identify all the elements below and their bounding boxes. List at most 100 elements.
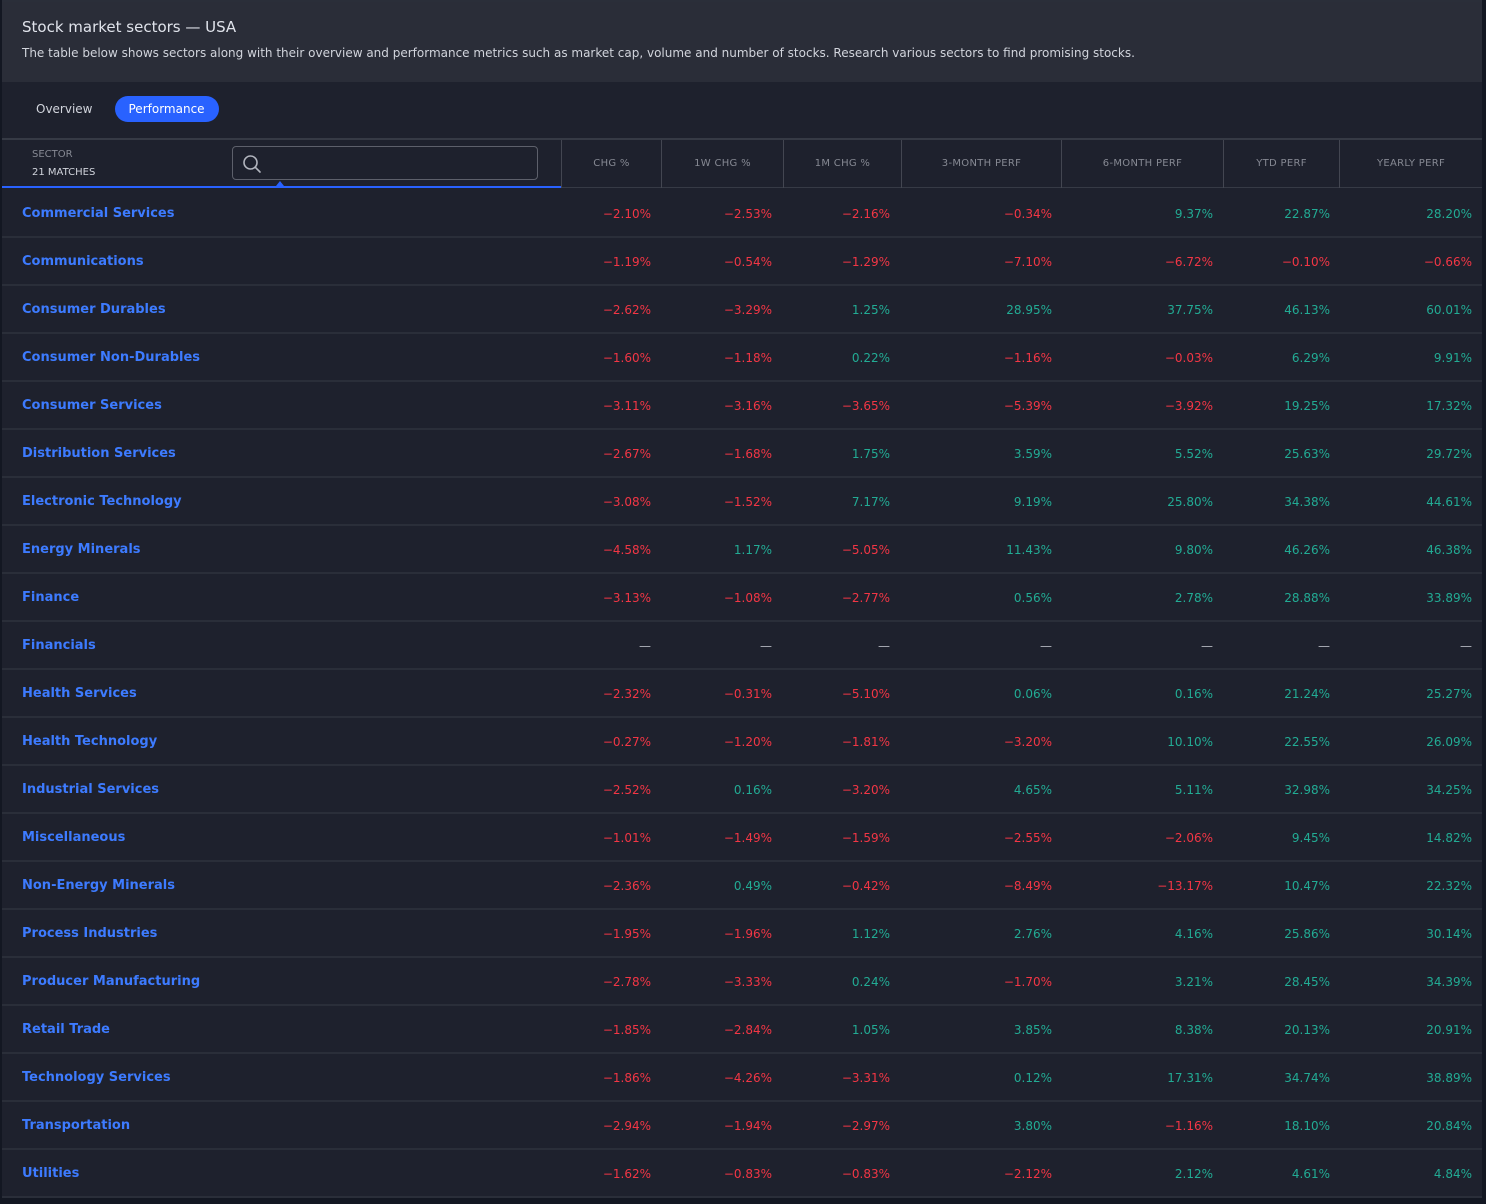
cell-1m-chg: −2.77%	[841, 591, 890, 605]
table-row[interactable]: Energy Minerals −4.58% 1.17% −5.05% 11.43% 9.…	[2, 526, 1482, 574]
table-row[interactable]: Non-Energy Minerals −2.36% 0.49% −0.42% −8.4…	[2, 862, 1482, 910]
table-row[interactable]: Financials — — — — — — —	[2, 622, 1482, 670]
page-description: The table below shows sectors along with…	[22, 46, 1135, 60]
sector-link[interactable]: Health Services	[22, 686, 137, 701]
table-row[interactable]: Transportation −2.94% −1.94% −2.97% 3.80% −1.…	[2, 1102, 1482, 1150]
cell-chg: −2.52%	[602, 783, 651, 797]
cell-chg: −3.13%	[602, 591, 651, 605]
cell-3-month-perf: −0.34%	[1003, 207, 1052, 221]
cell-1w-chg: −2.84%	[723, 1023, 772, 1037]
cell-1m-chg: −0.42%	[841, 879, 890, 893]
cell-1m-chg: 1.75%	[851, 447, 890, 461]
table-row[interactable]: Consumer Non-Durables −1.60% −1.18% 0.22% −1…	[2, 334, 1482, 382]
cell-1w-chg: —	[760, 639, 772, 653]
sector-link[interactable]: Distribution Services	[22, 446, 176, 461]
cell-1m-chg: 1.05%	[851, 1023, 890, 1037]
sector-link[interactable]: Consumer Durables	[22, 302, 166, 317]
sector-link[interactable]: Transportation	[22, 1118, 131, 1133]
cell-ytd-perf: 10.47%	[1284, 879, 1330, 893]
cell-3-month-perf: −2.12%	[1003, 1167, 1052, 1181]
sector-link[interactable]: Consumer Services	[22, 398, 162, 413]
sector-link[interactable]: Health Technology	[22, 734, 158, 749]
sector-header-label: SECTOR	[32, 149, 73, 160]
cell-chg: —	[639, 639, 651, 653]
cell-1m-chg: −3.65%	[841, 399, 890, 413]
cell-chg: −3.11%	[602, 399, 651, 413]
sector-link[interactable]: Commercial Services	[22, 206, 175, 221]
sector-link[interactable]: Process Industries	[22, 926, 158, 941]
table-row[interactable]: Miscellaneous −1.01% −1.49% −1.59% −2.55% −2.…	[2, 814, 1482, 862]
sector-link[interactable]: Electronic Technology	[22, 494, 182, 509]
cell-6-month-perf: 4.16%	[1174, 927, 1213, 941]
cell-ytd-perf: —	[1318, 639, 1330, 653]
cell-1w-chg: −0.54%	[723, 255, 772, 269]
table-row[interactable]: Distribution Services −2.67% −1.68% 1.75% 3.…	[2, 430, 1482, 478]
column-header-3-month-perf[interactable]: 3-MONTH PERF	[901, 140, 1061, 188]
cell-yearly-perf: 4.84%	[1433, 1167, 1472, 1181]
cell-yearly-perf: 20.84%	[1426, 1119, 1472, 1133]
cell-chg: −1.85%	[602, 1023, 651, 1037]
cell-1w-chg: 0.49%	[733, 879, 772, 893]
cell-1w-chg: −1.94%	[723, 1119, 772, 1133]
cell-1m-chg: −5.10%	[841, 687, 890, 701]
cell-1w-chg: −3.29%	[723, 303, 772, 317]
sector-search-input[interactable]	[232, 146, 538, 180]
sector-link[interactable]: Utilities	[22, 1166, 80, 1181]
tab-performance[interactable]: Performance	[114, 96, 219, 122]
sector-column-header[interactable]: SECTOR 21 MATCHES	[2, 140, 561, 188]
column-header-yearly-perf[interactable]: YEARLY PERF	[1339, 140, 1482, 188]
cell-6-month-perf: 2.12%	[1174, 1167, 1213, 1181]
column-header-ytd-perf[interactable]: YTD PERF	[1223, 140, 1339, 188]
table-row[interactable]: Utilities −1.62% −0.83% −0.83% −2.12% 2.12% 4.…	[2, 1150, 1482, 1198]
cell-1w-chg: −1.52%	[723, 495, 772, 509]
cell-3-month-perf: 0.56%	[1013, 591, 1052, 605]
sector-link[interactable]: Retail Trade	[22, 1022, 110, 1037]
cell-chg: −0.27%	[602, 735, 651, 749]
sector-link[interactable]: Finance	[22, 590, 80, 605]
column-header-1m-chg[interactable]: 1M CHG %	[783, 140, 901, 188]
cell-1w-chg: −1.96%	[723, 927, 772, 941]
table-row[interactable]: Communications −1.19% −0.54% −1.29% −7.10% −6…	[2, 238, 1482, 286]
cell-6-month-perf: −2.06%	[1164, 831, 1213, 845]
table-row[interactable]: Health Technology −0.27% −1.20% −1.81% −3.20…	[2, 718, 1482, 766]
sector-link[interactable]: Consumer Non-Durables	[22, 350, 201, 365]
sector-link[interactable]: Producer Manufacturing	[22, 974, 201, 989]
table-row[interactable]: Process Industries −1.95% −1.96% 1.12% 2.76%…	[2, 910, 1482, 958]
cell-1m-chg: 0.24%	[851, 975, 890, 989]
table-row[interactable]: Finance −3.13% −1.08% −2.77% 0.56% 2.78% 28.88…	[2, 574, 1482, 622]
cell-6-month-perf: 0.16%	[1174, 687, 1213, 701]
column-header-1w-chg[interactable]: 1W CHG %	[661, 140, 783, 188]
cell-1w-chg: −1.08%	[723, 591, 772, 605]
cell-1m-chg: −3.31%	[841, 1071, 890, 1085]
table-row[interactable]: Technology Services −1.86% −4.26% −3.31% 0.1…	[2, 1054, 1482, 1102]
sector-link[interactable]: Industrial Services	[22, 782, 160, 797]
sector-link[interactable]: Non-Energy Minerals	[22, 878, 175, 893]
sector-link[interactable]: Technology Services	[22, 1070, 171, 1085]
cell-3-month-perf: 3.59%	[1013, 447, 1052, 461]
search-caret-icon	[276, 181, 284, 186]
cell-chg: −2.32%	[602, 687, 651, 701]
table-header: SECTOR 21 MATCHES CHG % 1W CHG % 1M CHG % 3…	[2, 138, 1482, 188]
table-row[interactable]: Retail Trade −1.85% −2.84% 1.05% 3.85% 8.38% 2…	[2, 1006, 1482, 1054]
sector-link[interactable]: Energy Minerals	[22, 542, 141, 557]
cell-3-month-perf: −5.39%	[1003, 399, 1052, 413]
sector-link[interactable]: Miscellaneous	[22, 830, 126, 845]
matches-count: 21 MATCHES	[32, 167, 96, 178]
tab-overview[interactable]: Overview	[36, 102, 93, 116]
sector-link[interactable]: Communications	[22, 254, 144, 269]
table-row[interactable]: Commercial Services −2.10% −2.53% −2.16% −0.…	[2, 190, 1482, 238]
table-row[interactable]: Electronic Technology −3.08% −1.52% 7.17% 9.…	[2, 478, 1482, 526]
sector-link[interactable]: Financials	[22, 638, 96, 653]
cell-3-month-perf: −7.10%	[1003, 255, 1052, 269]
column-header-chg[interactable]: CHG %	[561, 140, 661, 188]
table-row[interactable]: Health Services −2.32% −0.31% −5.10% 0.06% 0.…	[2, 670, 1482, 718]
table-row[interactable]: Consumer Durables −2.62% −3.29% 1.25% 28.95%…	[2, 286, 1482, 334]
cell-chg: −2.94%	[602, 1119, 651, 1133]
table-row[interactable]: Producer Manufacturing −2.78% −3.33% 0.24% −…	[2, 958, 1482, 1006]
cell-6-month-perf: 17.31%	[1167, 1071, 1213, 1085]
cell-1w-chg: 1.17%	[733, 543, 772, 557]
table-row[interactable]: Industrial Services −2.52% 0.16% −3.20% 4.65…	[2, 766, 1482, 814]
cell-yearly-perf: 28.20%	[1426, 207, 1472, 221]
table-row[interactable]: Consumer Services −3.11% −3.16% −3.65% −5.39…	[2, 382, 1482, 430]
column-header-6-month-perf[interactable]: 6-MONTH PERF	[1061, 140, 1223, 188]
